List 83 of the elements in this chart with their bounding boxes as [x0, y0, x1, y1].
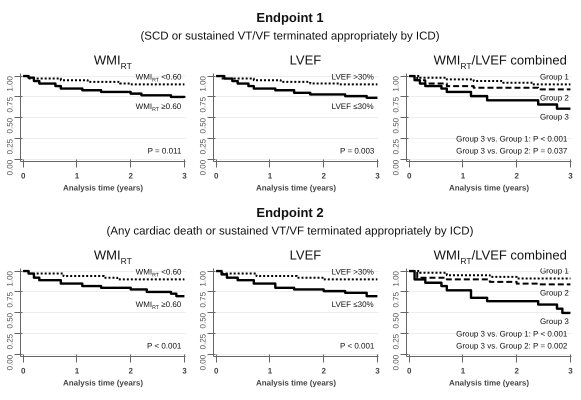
y-tick-label: 1.00	[392, 75, 400, 92]
annotation: Group 3 vs. Group 1: P < 0.001	[456, 134, 568, 144]
series-label: Group 3	[540, 316, 570, 326]
y-tick-label: 0.50	[198, 312, 208, 328]
y-tick-label: 0.00	[392, 159, 400, 176]
x-tick-label: 0	[214, 172, 219, 180]
x-tick-label: 3	[568, 172, 574, 180]
y-tick-label: 1.00	[392, 270, 400, 287]
annotation: Group 3 vs. Group 2: P = 0.037	[456, 146, 568, 156]
x-tick-label: 0	[406, 366, 412, 376]
y-tick-label: 1.00	[6, 75, 14, 92]
y-tick-label: 0.25	[198, 333, 208, 350]
y-tick-label: 0.75	[198, 291, 208, 308]
x-tick-label: 2	[128, 172, 134, 180]
x-tick-label: 0	[214, 366, 219, 376]
x-tick-label: 1	[268, 172, 273, 180]
x-tick-label: 2	[128, 366, 134, 376]
annotation: Group 3 vs. Group 2: P = 0.002	[456, 342, 568, 350]
x-tick-label: 0	[20, 366, 26, 376]
y-tick-label: 0.00	[392, 354, 400, 370]
series-label: Group 1	[540, 72, 570, 82]
y-tick-label: 0.00	[198, 354, 208, 370]
chart-title: LVEF	[290, 52, 322, 68]
y-tick-label: 1.00	[198, 75, 208, 92]
y-tick-label: 0.75	[6, 96, 14, 113]
annotation: P < 0.001	[340, 342, 375, 350]
text: (Any cardiac death or sustained VT/VF terminated appropriately by ICD)	[106, 226, 474, 238]
y-tick-label: 0.75	[392, 291, 400, 308]
x-tick-label: 2	[514, 172, 520, 180]
series-label: LVEF >30%	[332, 72, 374, 82]
series-label: Group 2	[540, 288, 570, 298]
series-label: LVEF >30%	[332, 267, 374, 276]
x-axis-title: Analysis time (years)	[448, 378, 530, 388]
y-tick-label: 1.00	[6, 270, 14, 287]
x-tick-label: 3	[375, 172, 380, 180]
series-label: LVEF ≤30%	[332, 300, 374, 310]
x-tick-label: 3	[375, 366, 380, 376]
x-tick-label: 3	[182, 366, 188, 376]
x-tick-label: 1	[268, 366, 273, 376]
y-tick-label: 0.50	[392, 117, 400, 134]
y-tick-label: 0.50	[198, 117, 208, 134]
x-axis-title: Analysis time (years)	[256, 184, 336, 192]
x-axis-title: Analysis time (years)	[62, 378, 144, 388]
y-tick-label: 0.25	[198, 138, 208, 154]
x-tick-label: 1	[74, 172, 80, 180]
text: (SCD or sustained VT/VF terminated appropriately by ICD)	[140, 30, 440, 42]
y-tick-label: 0.75	[392, 96, 400, 113]
y-tick-label: 0.25	[392, 333, 400, 350]
x-tick-label: 1	[460, 172, 466, 180]
x-tick-label: 1	[74, 366, 80, 376]
annotation: P = 0.011	[148, 146, 182, 156]
y-tick-label: 0.00	[6, 354, 14, 370]
x-axis-title: Analysis time (years)	[256, 378, 336, 388]
x-tick-label: 3	[182, 172, 188, 180]
x-tick-label: 0	[20, 172, 26, 180]
annotation: P = 0.003	[340, 146, 375, 156]
y-tick-label: 0.25	[6, 333, 14, 350]
y-tick-label: 1.00	[198, 270, 208, 287]
y-tick-label: 0.50	[392, 312, 400, 328]
y-tick-label: 0.75	[198, 96, 208, 113]
series-label: Group 2	[540, 93, 570, 102]
x-tick-label: 2	[321, 366, 326, 376]
x-tick-label: 2	[514, 366, 520, 376]
y-tick-label: 0.50	[6, 117, 14, 134]
y-tick-label: 0.00	[6, 159, 14, 176]
series-label: LVEF ≤30%	[332, 102, 374, 111]
text: Endpoint 2	[256, 205, 324, 220]
annotation: Group 3 vs. Group 1: P < 0.001	[456, 330, 568, 338]
annotation: P < 0.001	[147, 342, 182, 350]
y-tick-label: 0.50	[6, 312, 14, 328]
x-tick-label: 2	[321, 172, 326, 180]
x-axis-title: Analysis time (years)	[62, 184, 144, 192]
x-tick-label: 3	[568, 366, 574, 376]
y-tick-label: 0.00	[198, 159, 208, 176]
series-label: Group 3	[540, 112, 570, 122]
y-tick-label: 0.25	[6, 138, 14, 154]
y-tick-label: 0.25	[392, 138, 400, 154]
y-tick-label: 0.75	[6, 291, 14, 308]
text: Endpoint 1	[256, 10, 324, 26]
x-axis-title: Analysis time (years)	[448, 184, 530, 192]
chart-title: LVEF	[290, 248, 322, 262]
x-tick-label: 0	[406, 172, 412, 180]
x-tick-label: 1	[460, 366, 466, 376]
